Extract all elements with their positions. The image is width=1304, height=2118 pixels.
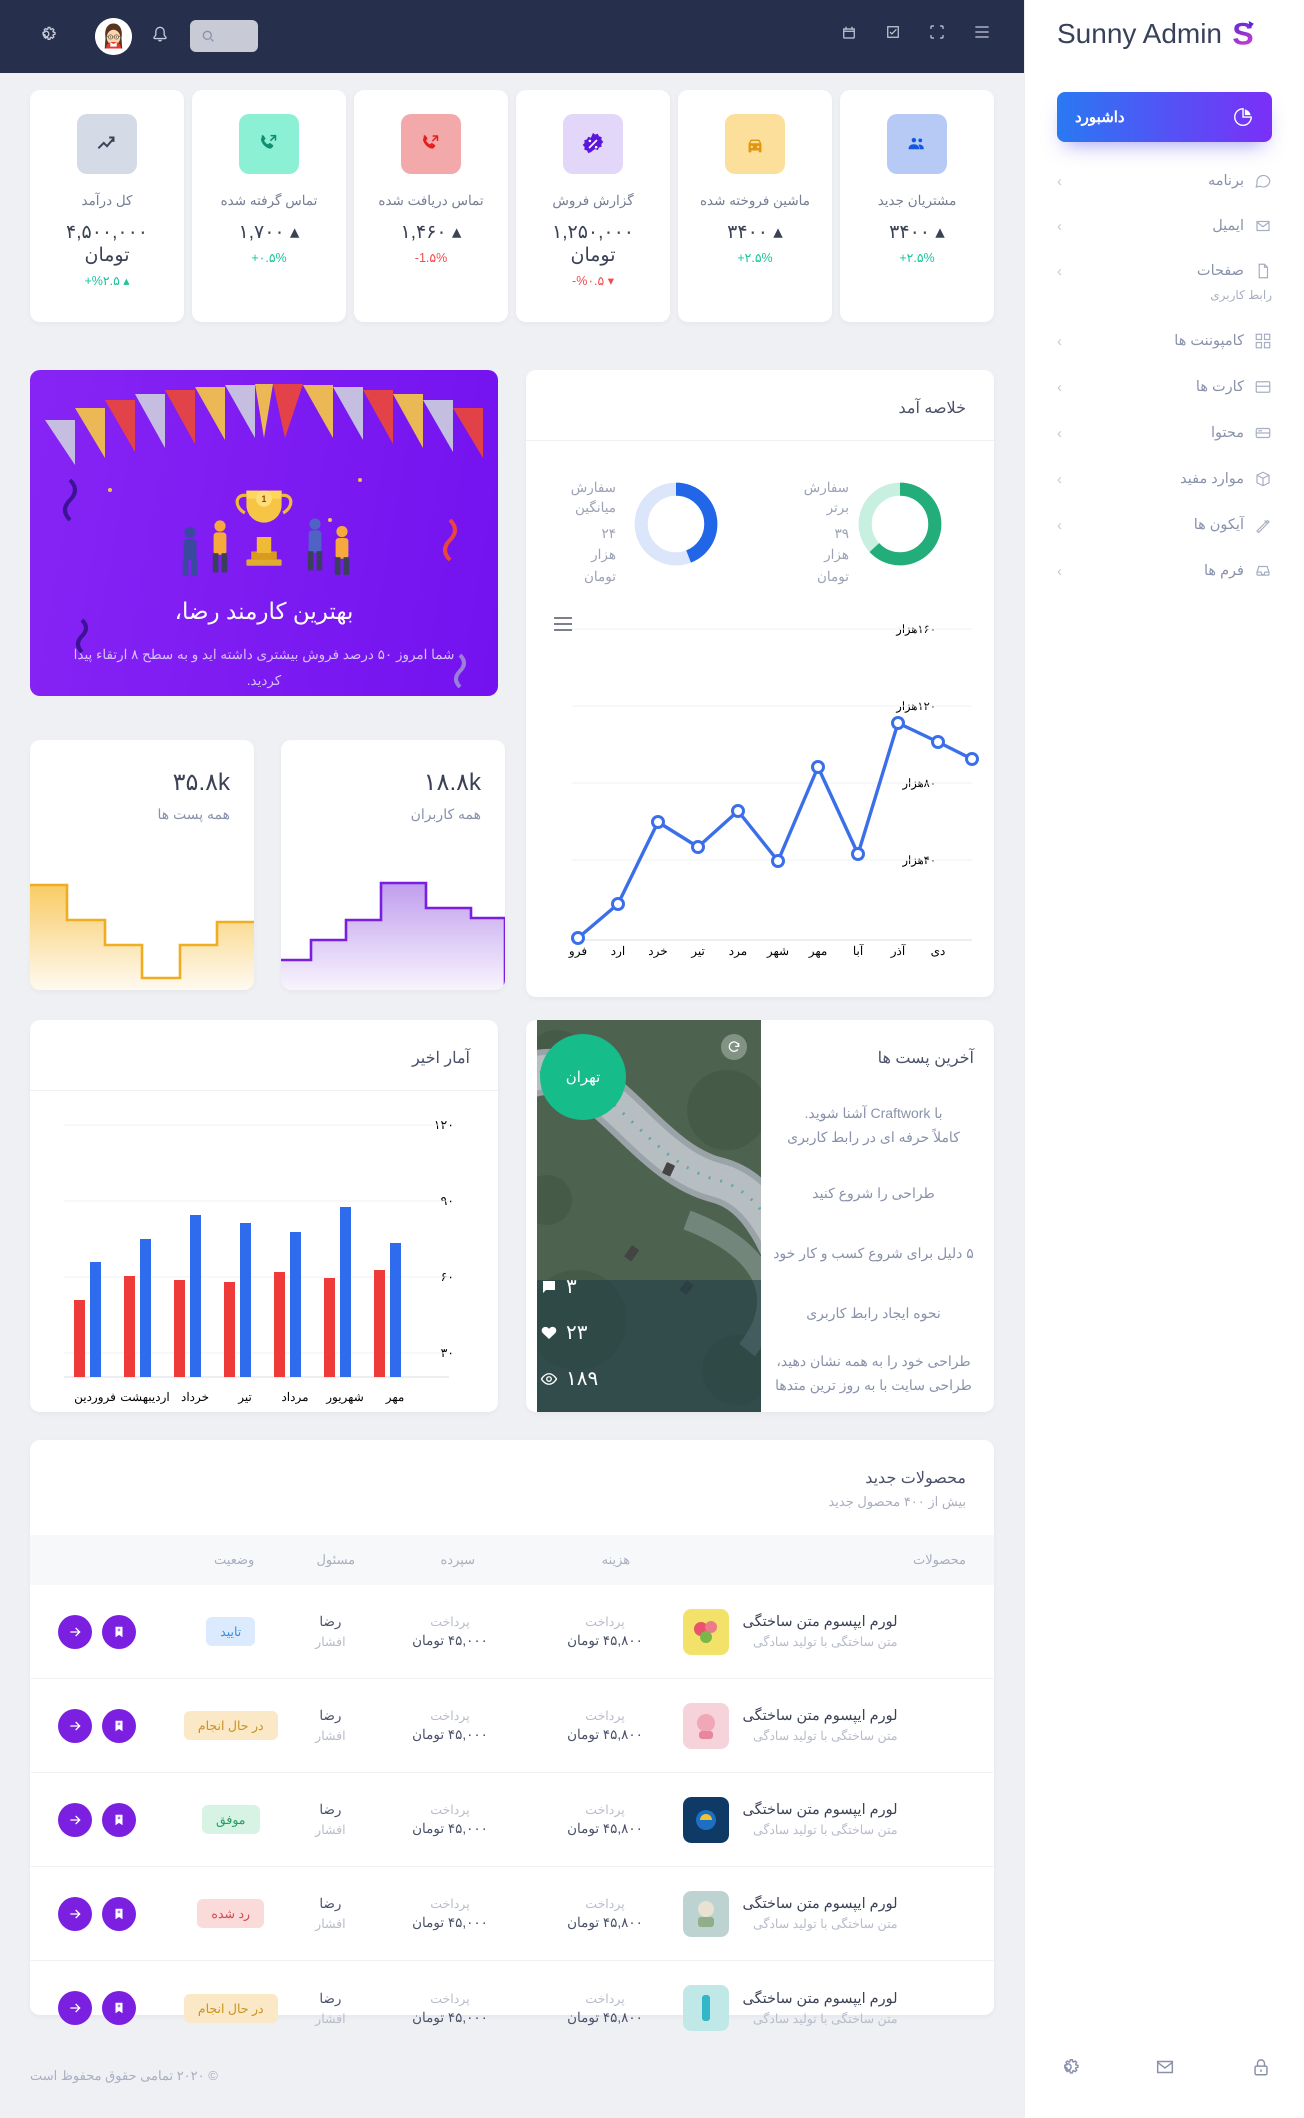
svg-text:تیر: تیر <box>690 944 705 958</box>
svg-text:فرو: فرو <box>568 944 587 958</box>
svg-text:1: 1 <box>262 494 267 504</box>
svg-text:مرداد: مرداد <box>281 1390 308 1404</box>
svg-text:فروردین: فروردین <box>74 1390 116 1404</box>
svg-text:شهر: شهر <box>766 944 789 958</box>
svg-text:اردیبهشت: اردیبهشت <box>120 1390 169 1404</box>
svg-text:آبا: آبا <box>853 943 864 958</box>
svg-text:مهر: مهر <box>385 1390 405 1404</box>
svg-text:خرداد: خرداد <box>181 1390 209 1404</box>
svg-text:آذر: آذر <box>890 943 906 958</box>
svg-text:ارد: ارد <box>611 944 625 958</box>
svg-text:تیر: تیر <box>237 1390 252 1404</box>
svg-text:مهر: مهر <box>808 944 828 958</box>
svg-text:خرد: خرد <box>648 944 667 958</box>
svg-text:مرد: مرد <box>729 944 747 958</box>
svg-text:دی: دی <box>931 944 946 958</box>
svg-text:شهریور: شهریور <box>325 1390 364 1404</box>
